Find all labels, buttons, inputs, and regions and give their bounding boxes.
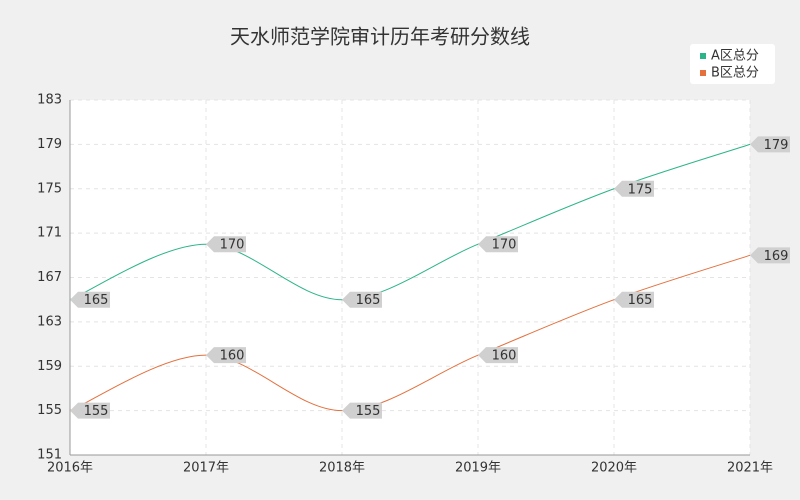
x-tick-label: 2018年 — [319, 461, 365, 476]
value-label-box — [614, 291, 654, 308]
y-tick-label: 159 — [37, 359, 62, 374]
value-label: 175 — [628, 182, 653, 197]
y-tick-label: 163 — [37, 314, 62, 329]
x-tick-label: 2016年 — [47, 461, 93, 476]
value-label: 165 — [356, 293, 381, 308]
value-label: 170 — [220, 238, 245, 253]
y-tick-label: 155 — [37, 403, 62, 418]
legend — [690, 44, 775, 84]
chart-title: 天水师范学院审计历年考研分数线 — [230, 25, 530, 49]
x-tick-label: 2019年 — [455, 461, 501, 476]
value-label: 155 — [356, 404, 381, 419]
value-label-box — [614, 180, 654, 197]
value-label: 165 — [628, 293, 653, 308]
value-label: 165 — [84, 293, 109, 308]
legend-label: B区总分 — [711, 66, 759, 81]
x-tick-label: 2021年 — [727, 461, 773, 476]
value-label: 179 — [764, 138, 789, 153]
value-label-box — [206, 347, 246, 364]
y-tick-label: 183 — [37, 93, 62, 108]
value-label: 169 — [764, 249, 789, 264]
value-label-box — [342, 402, 382, 419]
legend-label: A区总分 — [711, 49, 759, 64]
y-tick-label: 167 — [37, 270, 62, 285]
y-tick-label: 151 — [37, 448, 62, 463]
value-label: 160 — [220, 349, 245, 364]
value-label-box — [70, 291, 110, 308]
value-label-box — [70, 402, 110, 419]
value-label-box — [478, 236, 518, 253]
value-label: 170 — [492, 238, 517, 253]
value-label: 160 — [492, 349, 517, 364]
value-label-box — [750, 247, 790, 264]
x-tick-label: 2017年 — [183, 461, 229, 476]
y-tick-label: 171 — [37, 226, 62, 241]
value-label-box — [342, 291, 382, 308]
y-tick-label: 175 — [37, 181, 62, 196]
legend-swatch — [700, 53, 706, 59]
value-label-box — [750, 136, 790, 153]
y-tick-label: 179 — [37, 137, 62, 152]
value-label: 155 — [84, 404, 109, 419]
value-label-box — [478, 347, 518, 364]
value-label-box — [206, 236, 246, 253]
x-tick-label: 2020年 — [591, 461, 637, 476]
legend-swatch — [700, 70, 706, 76]
